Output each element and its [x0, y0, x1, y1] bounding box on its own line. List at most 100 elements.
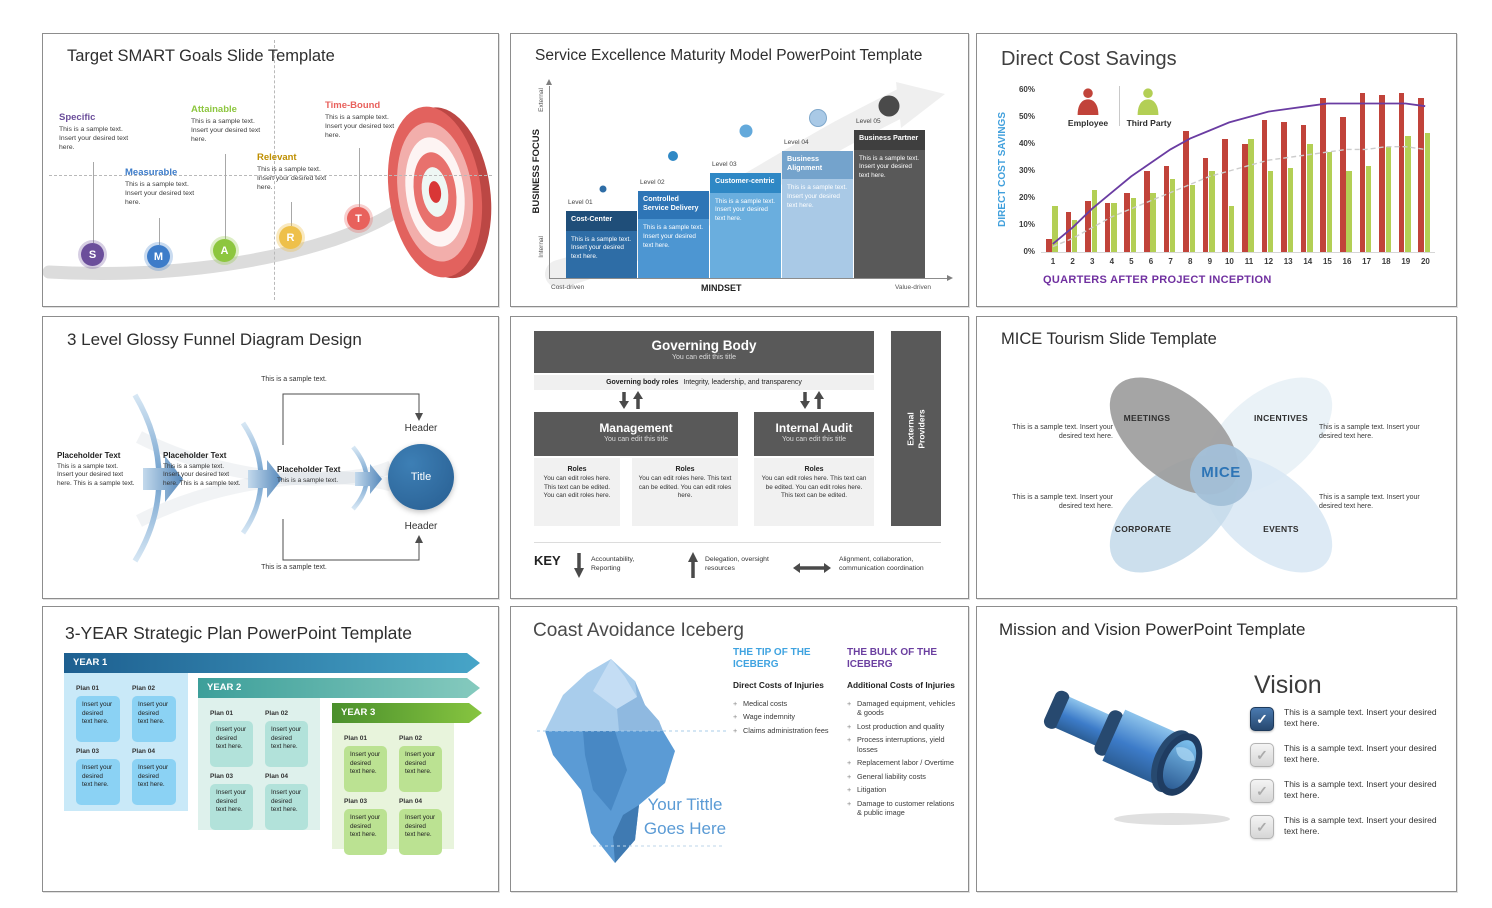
chart-bar — [1111, 203, 1117, 252]
slide-thumbnail-strategic-plan[interactable]: 3-YEAR Strategic Plan PowerPoint Templat… — [42, 606, 499, 892]
funnel-stage-3: Placeholder Text This is a sample text. — [277, 465, 363, 485]
maturity-stage-2: Controlled Service Delivery This is a sa… — [638, 191, 709, 278]
chart-bar — [1242, 144, 1248, 252]
corner-text-top-right: This is a sample text. Insert your desir… — [1319, 424, 1420, 441]
management-subtitle: You can edit this title — [604, 436, 668, 443]
slide-thumbnail-mice-tourism[interactable]: MICE Tourism Slide Template MEETINGS INC… — [976, 316, 1457, 599]
x-tick-label: 2 — [1070, 257, 1075, 266]
bullet-item: Replacement labor / Overtime — [847, 758, 961, 768]
title-circle: Title — [388, 444, 454, 510]
slide-thumbnail-mission-vision[interactable]: Mission and Vision PowerPoint Template — [976, 606, 1457, 892]
corner-text-top-left: This is a sample text. Insert your desir… — [1012, 424, 1113, 441]
slide-thumbnail-iceberg[interactable]: Coast Avoidance Iceberg Your Tittle Goes… — [510, 606, 969, 892]
slide-title: 3-YEAR Strategic Plan PowerPoint Templat… — [65, 623, 412, 643]
chart-bar — [1183, 130, 1189, 252]
stem-line — [359, 148, 360, 207]
chart-bar — [1071, 219, 1078, 252]
maturity-stage-4: Business Alignment This is a sample text… — [782, 151, 853, 278]
year-1-panel: Plan 01 Plan 02 Insert your desired text… — [64, 673, 188, 811]
roles-heading: Roles — [675, 466, 695, 473]
slide-title: Direct Cost Savings — [1001, 48, 1177, 70]
roles-text: You can edit roles here. This text can b… — [761, 475, 867, 500]
x-tick-label: 4 — [1109, 257, 1115, 266]
key-up-label: Delegation, oversight resources — [705, 556, 769, 572]
smart-item-desc: This is a sample text. Insert your desir… — [257, 166, 327, 191]
roles-box-1: Roles You can edit roles here. This text… — [534, 458, 620, 526]
bullet-item: Medical costs — [733, 699, 837, 709]
stem-line — [159, 218, 160, 245]
plan-box: Insert your desired text here. — [210, 784, 253, 830]
management-title: Management — [599, 421, 673, 435]
management-box: Management You can edit this title — [534, 412, 738, 456]
plan-label: Plan 02 — [265, 710, 289, 717]
roles-text: You can edit roles here. This text can b… — [638, 475, 732, 500]
chart-bar — [1222, 138, 1228, 252]
plan-box: Insert your desired text here. — [76, 696, 120, 742]
vision-item-2: ✓ This is a sample text. Insert your des… — [1250, 743, 1442, 767]
chart-bar — [1287, 168, 1294, 252]
stem-line — [291, 202, 292, 226]
slide-title: Coast Avoidance Iceberg — [533, 620, 744, 641]
bullet-item: Lost production and quality — [847, 722, 961, 732]
bottom-caption: This is a sample text. — [261, 564, 327, 571]
key-down-arrow-icon — [574, 553, 584, 578]
roles-heading: Roles — [804, 466, 824, 473]
slide-title: Target SMART Goals Slide Template — [67, 47, 335, 65]
x-tick-label: 12 — [1264, 257, 1274, 266]
plan-box: Insert your desired text here. — [344, 746, 387, 792]
stage-desc: This is a sample text. Insert your desir… — [57, 463, 135, 487]
stage-text: This is a sample text. Insert your desir… — [782, 179, 853, 278]
chart-x-axis-label: QUARTERS AFTER PROJECT INCEPTION — [1043, 274, 1272, 286]
plan-label: Plan 01 — [210, 710, 234, 717]
stage-text: This is a sample text. Insert your desir… — [710, 192, 781, 278]
slide-thumbnail-governance-diagram[interactable]: Governing Body You can edit this title G… — [510, 316, 969, 599]
chart-bar — [1320, 98, 1326, 252]
smart-item-time-bound: Time-Bound This is a sample text. Insert… — [325, 100, 399, 140]
smart-item-label: Relevant — [257, 152, 297, 163]
slide-title: Service Excellence Maturity Model PowerP… — [535, 47, 923, 64]
key-both-label: Alignment, collaboration, communication … — [839, 556, 924, 572]
level-label: Level 05 — [856, 118, 881, 125]
smart-item-measurable: Measurable This is a sample text. Insert… — [125, 167, 199, 207]
target-bullseye-icon — [387, 106, 492, 279]
plan-label: Plan 02 — [132, 685, 156, 692]
employee-person-icon — [1077, 88, 1099, 115]
chart-bar — [1307, 144, 1313, 252]
plan-box: Insert your desired text here. — [132, 696, 176, 742]
stage-name: Controlled Service Delivery — [638, 191, 709, 220]
roles-box-2: Roles You can edit roles here. This text… — [632, 458, 738, 526]
x-tick-label: 18 — [1381, 257, 1391, 266]
external-providers-label: External Providers — [905, 408, 926, 449]
slide-thumbnail-funnel-diagram[interactable]: 3 Level Glossy Funnel Diagram Design — [42, 316, 499, 599]
down-up-arrows-icon — [619, 391, 643, 409]
smart-item-label: Specific — [59, 112, 96, 123]
vision-item-text: This is a sample text. Insert your desir… — [1284, 779, 1437, 801]
bulk-bullet-list: Damaged equipment, vehicles & goods Lost… — [847, 699, 961, 818]
slide-thumbnail-maturity-model[interactable]: Service Excellence Maturity Model PowerP… — [510, 33, 969, 307]
smart-item-desc: This is a sample text. Insert your desir… — [191, 118, 261, 143]
vision-item-text: This is a sample text. Insert your desir… — [1284, 707, 1437, 729]
bulk-subheading: Additional Costs of Injuries — [847, 680, 955, 690]
iceberg-your-title: Your Tittle Goes Here — [643, 795, 727, 838]
chart-bar — [1169, 179, 1176, 252]
smart-letter-badge: M — [147, 245, 170, 268]
chart-bar — [1365, 165, 1372, 252]
vision-item-3: ✓ This is a sample text. Insert your des… — [1250, 779, 1442, 803]
year-2-panel: Plan 01 Plan 02 Insert your desired text… — [198, 698, 320, 830]
slide-thumbnail-smart-goals[interactable]: Target SMART Goals Slide Template Specif… — [42, 33, 499, 307]
key-up-arrow-icon — [688, 552, 698, 578]
stage-text: This is a sample text. Insert your desir… — [638, 219, 709, 278]
bullet-item: Damaged equipment, vehicles & goods — [847, 699, 961, 718]
chart-bar — [1300, 125, 1307, 252]
chart-bar — [1385, 146, 1392, 252]
legend-third-party-label: Third Party — [1126, 118, 1172, 128]
slide-thumbnail-cost-savings-chart[interactable]: Direct Cost Savings DIRECT COST SAVINGS … — [976, 33, 1457, 307]
plan-box: Insert your desired text here. — [344, 809, 387, 855]
checkbox-unchecked-icon: ✓ — [1250, 779, 1274, 803]
y-tick-label: 20% — [1018, 193, 1035, 202]
x-tick-label: 7 — [1168, 257, 1173, 266]
chart-bar — [1405, 135, 1411, 252]
vision-item-1: ✓ This is a sample text. Insert your des… — [1250, 707, 1442, 731]
corner-text-bottom-left: This is a sample text. Insert your desir… — [1012, 494, 1113, 511]
chart-bar — [1124, 192, 1130, 252]
